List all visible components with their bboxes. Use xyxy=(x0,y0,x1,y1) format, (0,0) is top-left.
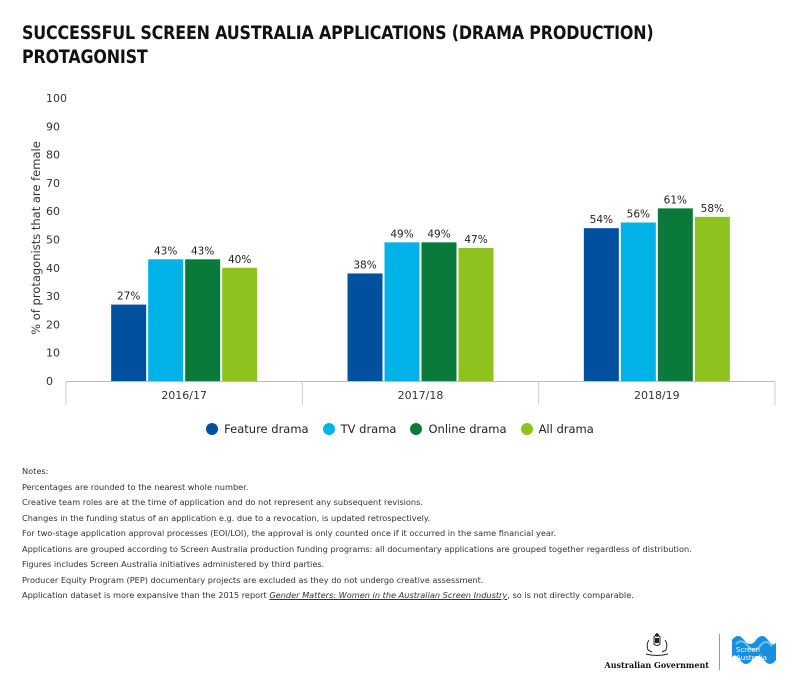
data-label: 49% xyxy=(427,228,450,240)
legend-swatch-online-drama xyxy=(410,423,423,435)
bar-tv-drama-2016-17 xyxy=(148,259,184,381)
legend-label-online-drama: Online drama xyxy=(428,422,507,436)
legend: Feature drama TV drama Online drama All … xyxy=(0,422,800,436)
note-line: Figures includes Screen Australia initia… xyxy=(22,559,325,569)
y-tick-label: 50 xyxy=(46,234,60,247)
y-axis-ticks: 0 10 20 30 40 50 60 70 80 90 100 xyxy=(46,92,67,388)
bar-online-drama-2018-19 xyxy=(657,208,693,381)
bar-feature-drama-2016-17 xyxy=(111,304,147,381)
y-tick-label: 20 xyxy=(46,318,60,331)
bar-online-drama-2016-17 xyxy=(185,259,221,381)
chart-title-line-1: SUCCESSFUL SCREEN AUSTRALIA APPLICATIONS… xyxy=(22,23,654,44)
data-label: 56% xyxy=(627,209,650,221)
note-line: For two-stage application approval proce… xyxy=(22,528,557,538)
data-label: 58% xyxy=(701,203,724,215)
legend-item-tv-drama: TV drama xyxy=(322,422,397,436)
bar-feature-drama-2018-19 xyxy=(583,228,619,381)
notes: Notes: Percentages are rounded to the ne… xyxy=(22,464,692,604)
legend-swatch-tv-drama xyxy=(322,423,335,435)
y-tick-label: 100 xyxy=(46,92,67,105)
data-label: 61% xyxy=(664,194,687,206)
screen-australia-text-line-2: Australia xyxy=(736,654,767,662)
data-label: 38% xyxy=(353,259,376,271)
gender-matters-report-link[interactable]: Gender Matters: Women in the Australian … xyxy=(269,590,508,600)
note-line: Percentages are rounded to the nearest w… xyxy=(22,481,249,492)
bar-all-drama-2016-17 xyxy=(222,267,258,381)
note-line: Producer Equity Program (PEP) documentar… xyxy=(22,574,484,585)
data-label: 43% xyxy=(191,245,214,257)
legend-swatch-all-drama xyxy=(520,423,533,435)
note-line: Creative team roles are at the time of a… xyxy=(22,497,423,507)
data-label: 54% xyxy=(590,214,613,226)
y-tick-label: 80 xyxy=(46,149,60,162)
x-tick-label: 2018/19 xyxy=(634,389,680,402)
legend-label-feature-drama: Feature drama xyxy=(224,422,309,436)
bar-tv-drama-2017-18 xyxy=(384,242,420,381)
y-tick-label: 0 xyxy=(46,375,53,388)
chart-title: SUCCESSFUL SCREEN AUSTRALIA APPLICATIONS… xyxy=(22,22,654,70)
note-last-suffix: , so is not directly comparable. xyxy=(507,590,634,600)
logo-divider xyxy=(719,634,720,670)
legend-item-all-drama: All drama xyxy=(520,422,594,436)
note-line-last: Application dataset is more expansive th… xyxy=(22,588,692,604)
data-label: 40% xyxy=(228,254,251,266)
y-tick-label: 70 xyxy=(46,177,60,190)
y-tick-label: 90 xyxy=(46,120,60,133)
bar-tv-drama-2018-19 xyxy=(620,222,656,381)
australian-government-logo: Australian Government xyxy=(604,632,710,670)
bar-all-drama-2018-19 xyxy=(694,216,730,381)
bar-feature-drama-2017-18 xyxy=(347,273,383,381)
y-tick-label: 30 xyxy=(46,290,60,303)
legend-label-all-drama: All drama xyxy=(538,422,594,436)
chart-title-line-2: PROTAGONIST xyxy=(22,47,148,68)
legend-label-tv-drama: TV drama xyxy=(340,422,397,436)
x-tick-label: 2017/18 xyxy=(398,389,444,402)
bars: 27% 43% 43% 40% 38% 49% 49% 47% 54% 56% 61% 58% xyxy=(111,194,730,381)
data-label: 27% xyxy=(117,291,140,303)
y-tick-label: 60 xyxy=(46,205,60,218)
note-last-prefix: Application dataset is more expansive th… xyxy=(22,590,270,600)
legend-item-feature-drama: Feature drama xyxy=(206,422,309,436)
legend-item-online-drama: Online drama xyxy=(410,422,507,436)
note-line: Applications are grouped according to Sc… xyxy=(22,543,692,554)
x-axis: 2016/17 2017/18 2018/19 xyxy=(65,381,776,405)
y-tick-label: 10 xyxy=(46,347,60,360)
y-tick-label: 40 xyxy=(46,262,60,275)
screen-australia-text-line-1: Screen xyxy=(736,646,760,654)
data-label: 47% xyxy=(464,234,487,246)
bar-all-drama-2017-18 xyxy=(458,247,494,381)
bar-chart: 0 10 20 30 40 50 60 70 80 90 100 % of protagonists… xyxy=(29,92,776,405)
australian-government-text: Australian Government xyxy=(604,660,710,670)
data-label: 49% xyxy=(390,228,413,240)
y-axis-label: % of protagonists that are female xyxy=(29,141,43,335)
footer-logos: Australian Government Screen Australia xyxy=(605,630,779,670)
legend-swatch-feature-drama xyxy=(206,423,219,435)
x-tick-label: 2016/17 xyxy=(161,389,207,402)
bar-online-drama-2017-18 xyxy=(421,242,457,381)
coat-of-arms-icon xyxy=(645,633,668,656)
data-label: 43% xyxy=(154,245,177,257)
note-line: Changes in the funding status of an appl… xyxy=(22,512,431,523)
notes-heading: Notes: xyxy=(22,466,49,476)
screen-australia-logo: Screen Australia xyxy=(732,636,776,664)
